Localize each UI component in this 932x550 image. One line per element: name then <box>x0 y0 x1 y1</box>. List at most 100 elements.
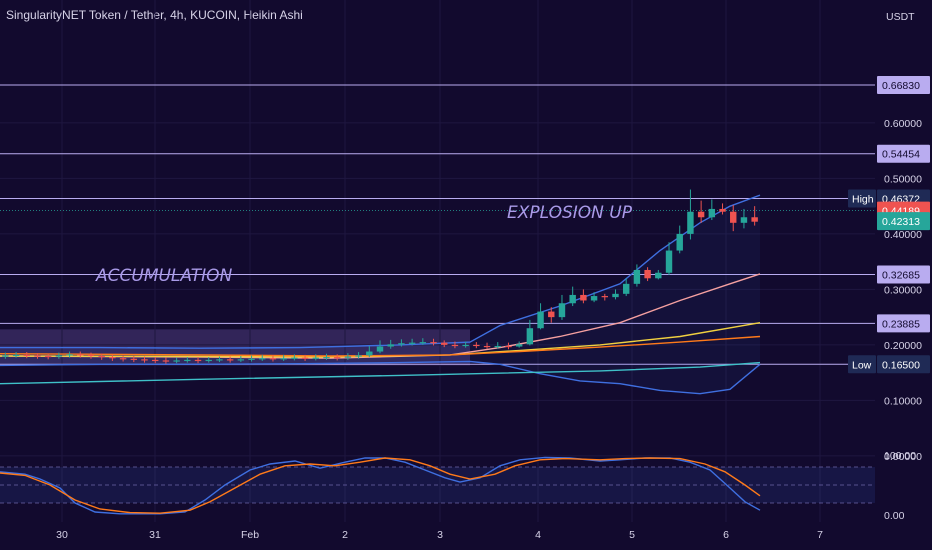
candle <box>237 359 245 361</box>
chart-title: SingularityNET Token / Tether, 4h, KUCOI… <box>6 8 303 22</box>
candle <box>344 356 352 358</box>
candle <box>55 355 63 357</box>
candle <box>333 357 341 359</box>
low-price-label: 0.16500 <box>882 359 920 371</box>
candle <box>408 342 416 344</box>
candle <box>109 357 116 359</box>
price-labels: 0.668300.544540.326850.238850.463720.165… <box>848 76 930 374</box>
low-price-label-box <box>877 355 930 374</box>
candle <box>376 346 384 352</box>
last-price-label: 0.42313 <box>882 216 920 228</box>
candle <box>644 269 651 279</box>
candle <box>730 211 737 223</box>
bb_lower-line <box>0 360 761 395</box>
candle <box>590 296 598 301</box>
x-tick-label: Feb <box>241 529 259 541</box>
high-tag-box <box>848 189 876 208</box>
candle <box>141 359 148 361</box>
level-price-label: 0.66830 <box>882 80 920 92</box>
candle <box>622 283 630 294</box>
ema_long-line <box>0 335 761 357</box>
x-tick-label: 7 <box>817 529 823 541</box>
candle <box>291 357 298 359</box>
candle <box>569 294 576 304</box>
level-price-label: 0.32685 <box>882 269 920 281</box>
level-price-label-box <box>877 314 930 333</box>
y-tick-label: 0.00000 <box>884 451 922 463</box>
y-tick-label: 0.50000 <box>884 173 922 185</box>
candle <box>248 358 255 360</box>
candle <box>537 311 544 329</box>
candle <box>451 344 459 347</box>
candle <box>708 208 716 218</box>
candle <box>66 354 73 356</box>
candle <box>23 354 30 357</box>
candle <box>398 343 405 345</box>
level-price-label: 0.54454 <box>882 149 920 161</box>
bollinger-fill <box>0 195 760 394</box>
low-tag: Low <box>852 359 872 371</box>
annotation-accumulation: ACCUMULATION <box>95 266 233 286</box>
candle <box>216 359 223 361</box>
bb_upper-line <box>0 194 761 349</box>
level-price-label-box <box>877 265 930 284</box>
y-tick-label: 0.10000 <box>884 395 922 407</box>
candle <box>280 358 287 360</box>
candle <box>751 217 758 222</box>
candle <box>152 359 159 362</box>
currency-label: USDT <box>886 11 915 23</box>
candle <box>665 250 673 273</box>
candle <box>184 359 191 362</box>
candle <box>323 357 330 359</box>
candle <box>676 233 683 251</box>
stochastic-panel <box>0 456 875 515</box>
x-tick-label: 4 <box>535 529 541 541</box>
level-price-label: 0.23885 <box>882 318 920 330</box>
candle <box>77 354 84 356</box>
y-tick-label: 0.30000 <box>884 284 922 296</box>
x-tick-label: 31 <box>149 529 161 541</box>
candle <box>87 354 95 357</box>
y-tick-label: 0.20000 <box>884 340 922 352</box>
candle <box>601 296 608 298</box>
candle <box>430 342 437 344</box>
candle <box>719 208 726 212</box>
candle <box>98 355 105 358</box>
candle <box>226 359 234 361</box>
candle <box>355 355 362 357</box>
candle <box>580 294 587 301</box>
high-tag: High <box>852 194 874 206</box>
candle <box>312 357 319 359</box>
candle <box>259 358 266 360</box>
candle <box>173 360 180 362</box>
candle <box>2 355 9 357</box>
candle <box>633 269 641 284</box>
candle <box>119 358 127 360</box>
candle <box>558 303 566 318</box>
candle <box>162 360 170 362</box>
x-tick-label: 3 <box>437 529 443 541</box>
time-axis: 30 31 Feb 2 3 4 5 6 7 <box>56 529 823 541</box>
x-tick-label: 2 <box>342 529 348 541</box>
candle <box>301 357 309 359</box>
candle <box>269 358 277 360</box>
candle <box>483 345 491 348</box>
candles-layer <box>2 189 758 364</box>
annotations-layer: ACCUMULATION EXPLOSION UP <box>95 203 633 286</box>
low-tag-box <box>848 355 876 374</box>
level-price-label-box <box>877 76 930 95</box>
candle <box>44 355 52 358</box>
candle <box>515 344 523 347</box>
stoch-d-line <box>0 457 761 514</box>
stoch-tick-label: 100.00 <box>884 450 916 462</box>
candle <box>205 359 212 362</box>
candle <box>366 351 373 356</box>
candle <box>387 344 394 347</box>
candle <box>494 345 501 348</box>
candle <box>505 345 512 348</box>
candle <box>12 354 20 357</box>
candle <box>462 344 469 347</box>
overlays-layer <box>0 194 761 395</box>
